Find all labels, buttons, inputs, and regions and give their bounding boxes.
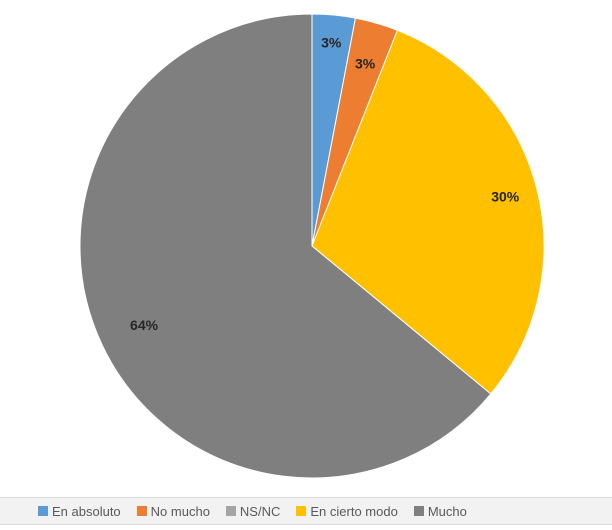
legend-swatch	[136, 506, 147, 516]
legend-item: En cierto modo	[296, 503, 398, 519]
legend-item: En absoluto	[38, 504, 121, 519]
pie-slice-4	[79, 13, 492, 479]
chart-legend: En absoluto No mucho NS/NC En cierto modo Mu…	[0, 497, 612, 525]
slice-data-label-4: 64%	[130, 317, 159, 333]
legend-swatch	[38, 506, 48, 516]
legend-item: NS/NC	[225, 503, 281, 519]
pie-slice-3	[311, 29, 545, 395]
legend-swatch	[296, 506, 307, 516]
legend-label: NS/NC	[239, 503, 281, 519]
legend-label: Mucho	[427, 503, 467, 519]
legend-swatch	[413, 506, 424, 516]
legend-label: No mucho	[150, 503, 210, 519]
slice-data-label-1: 3%	[355, 55, 376, 71]
slice-data-label-3: 30%	[491, 188, 520, 204]
legend-label: En absoluto	[52, 503, 121, 519]
legend-item: Mucho	[413, 503, 467, 519]
legend-label: En cierto modo	[310, 503, 398, 519]
pie-chart: 3% 3% 30% 64%	[79, 13, 545, 479]
legend-item: No mucho	[136, 503, 210, 519]
slice-data-label-0: 3%	[321, 35, 342, 51]
legend-swatch	[225, 506, 236, 516]
